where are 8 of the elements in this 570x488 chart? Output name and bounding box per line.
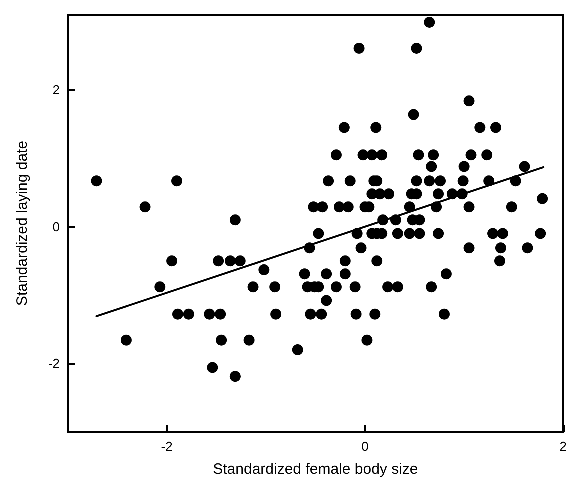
y-tick-label: 2 xyxy=(52,82,60,98)
x-tick-label: 2 xyxy=(560,439,567,454)
y-tick-label: -2 xyxy=(48,356,60,372)
y-tick-label: 0 xyxy=(52,219,60,234)
y-axis-title: Standardized laying date xyxy=(14,140,31,306)
x-tick-label: 0 xyxy=(362,439,369,454)
x-tick-label: -2 xyxy=(161,439,173,454)
x-axis-title: Standardized female body size xyxy=(213,461,418,478)
